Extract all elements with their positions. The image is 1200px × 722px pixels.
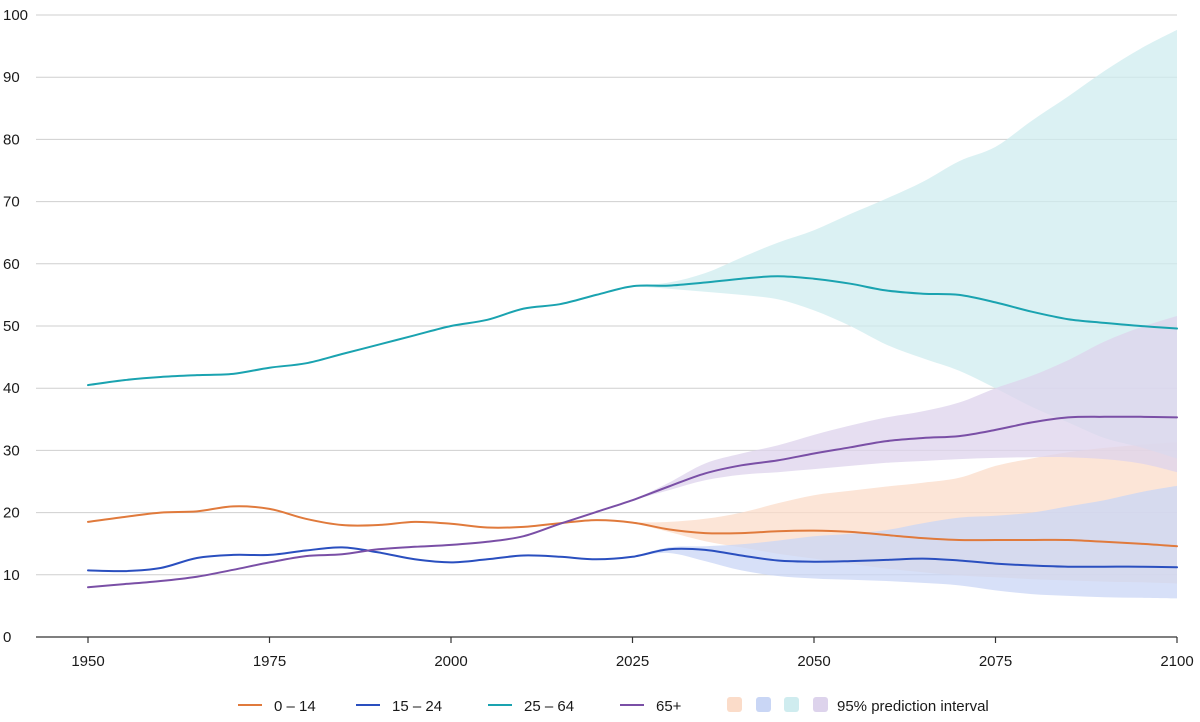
x-tick-label: 2000 [434,653,467,670]
series-line-0-14 [87,505,1178,548]
series-lines [87,275,1178,589]
y-tick-label: 90 [3,69,20,86]
y-tick-label: 70 [3,194,20,211]
legend-band-swatch-25-64 [784,697,799,712]
series-line-25-64 [87,275,1178,387]
band-25-64 [632,29,1177,459]
band-65plus [632,316,1177,501]
legend-label-0-14: 0 – 14 [274,698,316,715]
legend-label-25-64: 25 – 64 [524,698,574,715]
y-tick-label: 0 [3,629,11,646]
series-line-15-24 [87,546,1178,573]
y-tick-label: 20 [3,505,20,522]
legend-band-swatch-0-14 [727,697,742,712]
legend: 0 – 14 15 – 24 25 – 64 65+ 95% prediction i… [238,697,989,715]
x-tick-label: 2100 [1160,653,1193,670]
legend-label-prediction-interval: 95% prediction interval [837,698,989,715]
x-tick-label: 2050 [797,653,830,670]
y-tick-label: 10 [3,567,20,584]
x-tick-label: 2025 [616,653,649,670]
y-tick-label: 50 [3,318,20,335]
legend-band-swatch-65plus [813,697,828,712]
y-tick-label: 40 [3,380,20,397]
x-tick-label: 2075 [979,653,1012,670]
grid-lines [36,14,1177,576]
legend-label-15-24: 15 – 24 [392,698,442,715]
series-line-65plus [87,415,1178,589]
y-tick-label: 100 [3,7,28,24]
legend-band-swatch-15-24 [756,697,771,712]
y-tick-label: 30 [3,442,20,459]
y-tick-label: 60 [3,256,20,273]
x-tick-label: 1975 [253,653,286,670]
x-tick-label: 1950 [71,653,104,670]
band-15-24 [632,485,1177,599]
y-tick-label: 80 [3,131,20,148]
prediction-interval-bands [632,29,1177,599]
legend-label-65plus: 65+ [656,698,682,715]
axes: 0 10 20 30 40 50 60 70 80 90 100 1950 1975 2000 2025 20… [3,7,1194,670]
